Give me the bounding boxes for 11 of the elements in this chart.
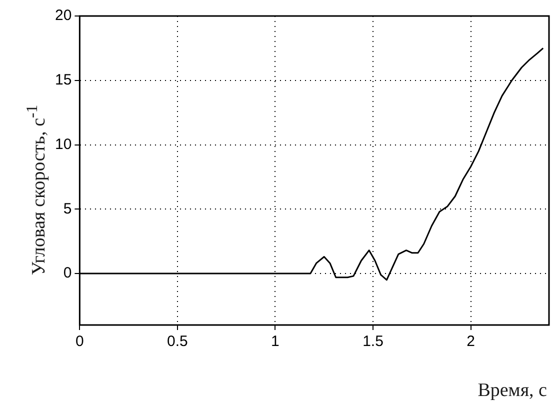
y-tick-label: 15 xyxy=(54,72,72,89)
y-tick-label: 10 xyxy=(54,136,72,153)
x-tick-label: 0 xyxy=(76,333,84,350)
x-tick-label: 1 xyxy=(271,333,280,350)
x-tick-label: 1.5 xyxy=(362,333,384,350)
x-tick-label: 2 xyxy=(466,333,475,350)
x-tick-label: 0.5 xyxy=(167,333,188,350)
y-tick-label: 0 xyxy=(63,264,72,282)
y-tick-label: 5 xyxy=(63,200,72,218)
y-tick-label: 20 xyxy=(54,7,72,24)
x-axis-title: Время, с xyxy=(478,380,547,402)
